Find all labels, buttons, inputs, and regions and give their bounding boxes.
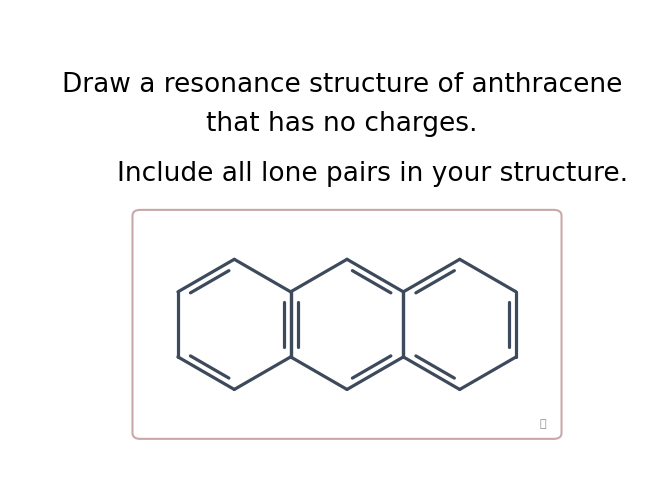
- Text: Include all lone pairs in your structure.: Include all lone pairs in your structure…: [117, 161, 628, 187]
- Text: 🔍: 🔍: [540, 419, 546, 429]
- Text: Draw a resonance structure of anthracene: Draw a resonance structure of anthracene: [61, 72, 622, 98]
- Text: that has no charges.: that has no charges.: [206, 111, 478, 137]
